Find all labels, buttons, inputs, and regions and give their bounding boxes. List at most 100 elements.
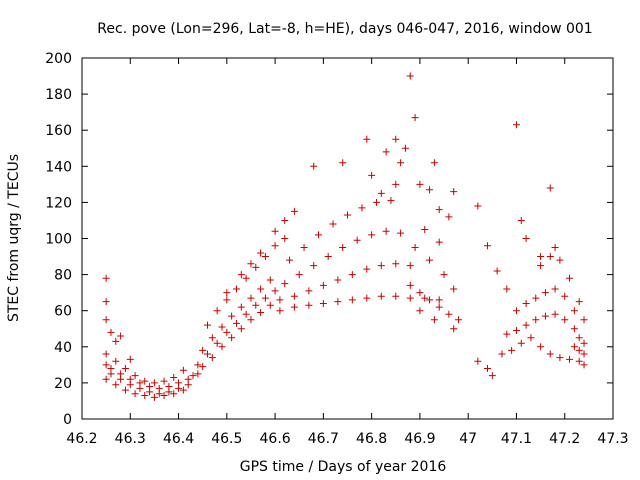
data-point [532,294,540,302]
data-point [392,180,400,188]
data-point [382,148,390,156]
y-tick-label: 180 [45,87,72,103]
data-point [276,307,284,315]
data-point [580,361,588,369]
y-tick-label: 140 [45,159,72,175]
data-point [189,372,197,380]
data-point [271,227,279,235]
data-point [136,384,144,392]
x-tick-label: 47.3 [597,431,628,447]
data-point [102,361,110,369]
y-tick-label: 100 [45,232,72,248]
data-point [445,213,453,221]
data-point [102,274,110,282]
data-point [257,249,265,257]
data-point [508,346,516,354]
data-point [450,188,458,196]
data-point [348,296,356,304]
data-point [566,355,574,363]
data-point [498,350,506,358]
data-point [532,316,540,324]
x-tick-label: 47 [459,431,477,447]
data-point [580,316,588,324]
data-point [474,202,482,210]
data-point [315,231,323,239]
data-point [150,379,158,387]
data-point [237,271,245,279]
data-point [252,301,260,309]
data-point [271,287,279,295]
data-point [416,307,424,315]
data-point [223,289,231,297]
y-tick-label: 20 [54,376,72,392]
data-point [353,236,361,244]
x-tick-label: 46.4 [163,431,194,447]
y-tick-label: 0 [63,412,72,428]
data-point [199,346,207,354]
data-point [575,357,583,365]
data-point [204,350,212,358]
data-point [575,334,583,342]
x-tick-label: 47.1 [501,431,532,447]
data-point [363,265,371,273]
data-point [401,144,409,152]
data-point [228,312,236,320]
data-point [474,357,482,365]
data-point [232,319,240,327]
data-point [575,346,583,354]
data-point [305,301,313,309]
data-point [377,262,385,270]
data-point [300,244,308,252]
y-tick-label: 80 [54,268,72,284]
data-point [426,256,434,264]
data-point [522,235,530,242]
data-point [551,244,559,252]
data-point [512,307,520,315]
data-point [503,285,511,293]
data-point [493,267,501,275]
data-point [131,372,139,380]
data-point [242,274,250,282]
data-point [551,310,559,318]
data-point [329,220,337,228]
x-tick-label: 46.3 [115,431,146,447]
data-point [310,162,318,170]
chart-title: Rec. pove (Lon=296, Lat=-8, h=HE), days … [97,21,592,37]
data-point [334,298,342,306]
data-point [319,299,327,307]
data-point [141,377,149,385]
data-point [541,289,549,297]
data-point [179,366,187,374]
data-point [503,330,511,338]
x-tick-label: 47.2 [549,431,580,447]
data-point [126,381,134,389]
data-point [382,227,390,235]
data-point [426,186,434,194]
data-point [421,225,429,233]
data-point [372,198,380,206]
data-point [537,262,545,270]
data-point [406,294,414,302]
data-point [170,390,178,398]
data-point [541,312,549,320]
data-point [223,296,231,304]
data-point [102,298,110,306]
data-point [208,334,216,342]
data-point [339,244,347,252]
data-point [290,303,298,311]
data-point [194,370,202,378]
data-point [324,253,332,261]
data-point [406,262,414,270]
data-point [387,197,395,205]
data-point [102,375,110,383]
data-point [570,343,578,351]
data-point [368,171,376,179]
data-point [377,189,385,197]
data-point [377,292,385,300]
data-point [580,339,588,347]
data-point [286,256,294,264]
data-point [155,390,163,398]
data-point [522,321,530,329]
